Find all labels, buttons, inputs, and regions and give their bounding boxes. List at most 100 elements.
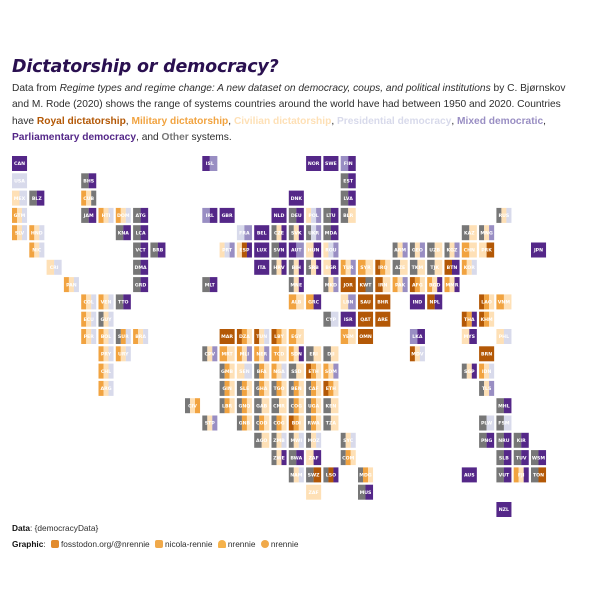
regime-band-military xyxy=(241,415,247,431)
country-tile-nru: NRU xyxy=(496,432,512,448)
regime-band-mixed xyxy=(212,346,218,362)
regime-band-other xyxy=(340,173,349,189)
country-code-label: SRB xyxy=(308,265,319,271)
regime-band-other xyxy=(358,467,364,483)
country-tile-ecu: ECU xyxy=(81,311,97,327)
country-code-label: NZL xyxy=(499,507,509,513)
regime-band-parliamentary xyxy=(254,259,270,275)
regime-band-presidential xyxy=(506,207,512,223)
regime-band-other xyxy=(323,346,331,362)
country-tile-mli: MLI xyxy=(236,346,252,362)
regime-band-mixed xyxy=(316,207,322,223)
country-code-label: GHA xyxy=(256,386,268,392)
regime-band-parliamentary xyxy=(348,173,356,189)
country-tile-lso: LSO xyxy=(323,467,339,483)
regime-band-military xyxy=(288,329,297,344)
country-tile-ind: IND xyxy=(409,294,425,310)
regime-band-civilian xyxy=(461,329,470,344)
chart-title: Dictatorship or democracy? xyxy=(12,57,279,77)
regime-band-military xyxy=(219,346,228,362)
regime-band-presidential xyxy=(471,259,477,275)
regime-band-other xyxy=(340,450,346,466)
country-tile-tha: THA xyxy=(461,311,477,327)
regime-band-parliamentary xyxy=(469,329,477,344)
regime-band-presidential xyxy=(108,294,114,310)
regime-band-civilian xyxy=(86,190,92,206)
regime-band-mixed xyxy=(212,415,218,431)
regime-band-parliamentary xyxy=(330,225,339,241)
regime-band-parliamentary xyxy=(140,242,149,258)
graphic-credit-colon: : xyxy=(43,538,46,549)
country-tile-deu: DEU xyxy=(288,207,304,223)
regime-band-other xyxy=(392,259,401,275)
country-tile-cod: COD xyxy=(254,415,270,431)
country-code-label: JOR xyxy=(343,282,354,288)
regime-band-military xyxy=(311,398,317,414)
regime-band-parliamentary xyxy=(434,294,443,310)
subtitle-separator: , xyxy=(331,115,337,127)
country-code-label: BRN xyxy=(481,352,492,358)
regime-band-civilian xyxy=(296,294,304,310)
country-tile-zwe: ZWE xyxy=(271,450,287,466)
country-code-label: STP xyxy=(205,421,216,427)
regime-band-military xyxy=(133,329,139,344)
regime-band-presidential xyxy=(236,225,245,241)
regime-band-other xyxy=(115,294,124,310)
regime-band-civilian xyxy=(103,207,109,223)
regime-band-other xyxy=(427,259,435,275)
country-code-label: NIC xyxy=(32,248,42,254)
country-tile-rwa: RWA xyxy=(306,415,322,431)
regime-band-parliamentary xyxy=(417,329,425,344)
regime-band-presidential xyxy=(486,415,495,431)
country-code-label: CIV xyxy=(188,403,197,409)
country-code-label: ITA xyxy=(258,265,267,271)
country-code-label: DNK xyxy=(291,196,303,202)
regime-band-other xyxy=(288,225,294,241)
country-code-label: COD xyxy=(256,421,267,427)
country-tile-eth: ETH xyxy=(306,363,322,379)
country-code-label: EST xyxy=(343,179,354,185)
country-code-label: AUS xyxy=(464,473,475,479)
regime-band-other xyxy=(323,311,331,327)
country-tile-hnd: HND xyxy=(29,225,45,241)
country-tile-yem: YEM xyxy=(340,329,356,344)
country-tile-dji: DJI xyxy=(323,346,339,362)
regime-band-civilian xyxy=(276,363,282,379)
country-code-label: PAN xyxy=(66,282,77,288)
country-tile-rou: ROU xyxy=(323,242,339,258)
regime-band-other xyxy=(254,380,260,396)
regime-band-other xyxy=(461,363,467,379)
subtitle-text: Data from xyxy=(12,83,60,94)
regime-band-civilian xyxy=(501,207,507,223)
country-code-label: MDA xyxy=(325,230,338,236)
country-tile-cog: COG xyxy=(271,415,287,431)
regime-band-military xyxy=(81,294,87,310)
regime-band-other xyxy=(271,398,280,414)
regime-band-civilian xyxy=(17,225,23,241)
regime-band-parliamentary xyxy=(288,242,297,258)
regime-band-other xyxy=(288,207,297,223)
regime-band-parliamentary xyxy=(123,225,131,241)
linkedin-handle[interactable]: nicola-rennie xyxy=(164,538,213,549)
country-code-label: IRN xyxy=(378,282,387,288)
regime-band-other xyxy=(254,363,260,379)
country-code-label: COM xyxy=(342,455,354,461)
regime-band-military xyxy=(224,398,230,414)
country-tile-nga: NGA xyxy=(271,363,287,379)
github-handle[interactable]: nrennie xyxy=(270,538,299,549)
regime-band-parliamentary xyxy=(503,467,512,483)
bluesky-handle[interactable]: nrennie xyxy=(227,538,256,549)
country-tile-sen: SEN xyxy=(236,363,252,379)
country-tile-stp: STP xyxy=(202,415,218,431)
regime-band-civilian xyxy=(293,225,299,241)
regime-band-civilian xyxy=(350,450,356,466)
regime-band-military xyxy=(195,398,201,414)
country-code-label: BTN xyxy=(447,265,458,271)
regime-band-other xyxy=(513,432,522,448)
mastodon-handle[interactable]: fosstodon.org/@nrennie xyxy=(60,538,150,549)
country-tile-per: PER xyxy=(81,329,97,344)
regime-band-other xyxy=(288,259,294,275)
country-code-label: IRQ xyxy=(378,265,387,271)
regime-band-other xyxy=(115,225,124,241)
github-icon xyxy=(260,539,269,548)
